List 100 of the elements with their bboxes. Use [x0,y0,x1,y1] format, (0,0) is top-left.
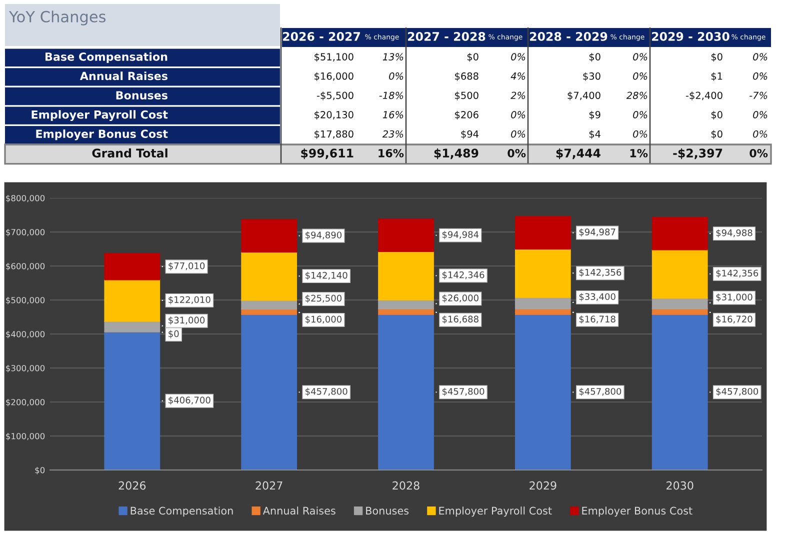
y-tick-label: $500,000 [6,296,45,304]
bar [652,298,708,310]
data-label: $77,010 [168,262,205,270]
bar [652,314,708,470]
bar [514,248,571,298]
data-label: $406,700 [168,396,210,405]
data-label: $457,800 [579,388,622,396]
legend-label: Bonuses [366,506,409,515]
text: 16% [382,111,404,118]
bar [652,249,708,299]
data-label: $457,800 [442,388,484,396]
legend-label: Employer Payroll Cost [439,506,552,517]
text: $9 [589,110,600,120]
text: 0% [389,72,404,80]
bar [104,320,160,332]
bar [378,250,434,300]
category-label: Base Compensation [45,52,168,64]
bar [241,219,298,252]
text: $0 [711,110,722,120]
y-tick-label: $200,000 [6,398,45,406]
text: 0% [511,53,526,60]
text: 0% [753,53,768,60]
data-label: $16,000 [306,316,342,324]
text: -18% [379,92,404,100]
text: $1,489 [434,148,478,160]
data-label: $94,890 [306,231,342,240]
text: 28% [626,92,648,100]
bar [104,331,160,470]
text: 0% [750,148,768,158]
text: $20,130 [314,110,354,120]
x-tick-label: 2030 [666,481,694,490]
text: $51,100 [314,52,354,62]
y-tick-label: $300,000 [6,364,45,372]
bar [241,251,298,301]
data-label: $16,718 [579,315,616,324]
text: 23% [382,130,404,138]
category-label: Employer Payroll Cost [32,110,168,121]
x-tick-label: 2026 [118,481,146,490]
text: $0 [589,52,600,62]
text: 0% [511,111,526,118]
bar [241,314,298,470]
data-label: $33,400 [579,293,616,302]
data-label: $142,346 [442,271,484,280]
data-label: $16,688 [442,315,478,324]
bar [378,314,434,470]
data-label: $25,500 [306,294,342,303]
text: 4% [510,72,526,80]
data-label: $142,356 [716,270,758,278]
data-label: $94,988 [716,229,752,238]
legend-label: Annual Raises [262,506,336,515]
text: 16% [378,148,404,158]
text: $4 [589,130,600,139]
data-label: $122,010 [168,296,210,304]
category-label: 2028 - 2029 [530,32,608,41]
text: 13% [382,53,404,60]
y-tick-label: $700,000 [6,228,45,236]
text: $7,400 [568,92,600,100]
text: 0% [633,130,648,138]
text: 0% [633,72,648,80]
category-label: Bonuses [116,91,168,100]
text: 0% [753,72,768,80]
text: -$5,500 [316,92,354,100]
text: $7,444 [556,148,600,160]
text: 0% [633,53,648,60]
data-label: $94,984 [442,230,479,240]
y-tick-label: $400,000 [6,330,45,338]
data-label: $16,720 [716,315,752,324]
bar [652,216,708,250]
text: $500 [455,92,478,100]
x-tick-label: 2029 [530,481,556,490]
bar [514,216,571,250]
data-label: $142,140 [306,272,348,280]
text: $16,000 [314,72,354,82]
data-label: $31,000 [168,316,205,325]
bar [514,314,571,470]
data-label: $457,800 [716,388,758,396]
text: YoY Changes [8,10,106,26]
y-tick-label: $600,000 [6,262,45,270]
text: 0% [508,148,526,158]
y-tick-label: $100,000 [6,432,45,440]
category-label: Grand Total [92,148,168,158]
text: 0% [511,130,526,138]
text: 0% [633,111,648,118]
y-tick-label: $0 [35,466,45,474]
x-tick-label: 2027 [256,481,282,490]
data-label: $94,987 [579,228,616,237]
text: $17,880 [314,130,354,139]
text: 2% [510,92,526,100]
text: 0% [753,130,768,138]
category-label: 2026 - 2027 [283,32,360,41]
bar [104,279,160,322]
text: 0% [753,111,768,118]
text: $30 [583,72,600,82]
text: $1 [711,72,722,82]
category-label: Employer Bonus Cost [36,129,168,140]
text: $94 [461,130,478,139]
data-label: $457,800 [306,388,348,396]
data-label: $0 [168,330,179,338]
legend-label: Base Compensation [130,506,233,517]
legend-label: Employer Bonus Cost [582,506,692,517]
